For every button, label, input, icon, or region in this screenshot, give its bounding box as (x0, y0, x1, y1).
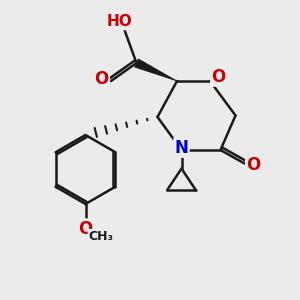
Text: CH₃: CH₃ (88, 230, 114, 243)
Polygon shape (135, 59, 177, 81)
Text: N: N (175, 139, 188, 157)
Text: HO: HO (107, 14, 133, 29)
Text: O: O (78, 220, 93, 238)
Text: O: O (94, 70, 109, 88)
Text: O: O (246, 156, 261, 174)
Text: O: O (211, 68, 226, 85)
